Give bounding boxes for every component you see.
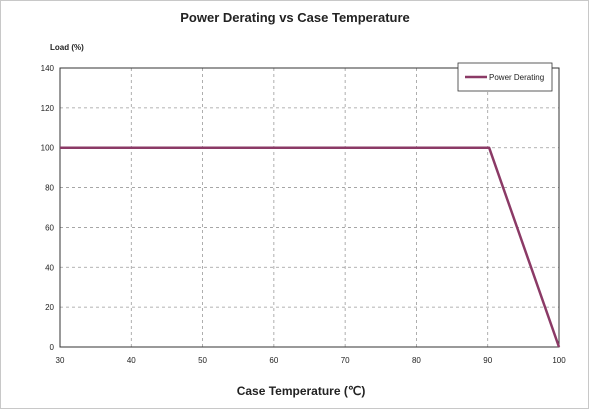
y-tick-80: 80 — [45, 184, 54, 193]
x-tick-80: 80 — [412, 356, 421, 365]
y-axis-label: Load (%) — [50, 43, 84, 52]
y-tick-120: 120 — [41, 104, 55, 113]
chart-title: Power Derating vs Case Temperature — [180, 10, 410, 25]
x-axis-label: Case Temperature (℃) — [237, 384, 366, 398]
grid-lines — [60, 68, 559, 347]
x-tick-90: 90 — [483, 356, 492, 365]
series-line-0 — [60, 148, 559, 347]
legend: Power Derating — [458, 63, 552, 91]
series-lines — [60, 148, 559, 347]
y-tick-20: 20 — [45, 303, 54, 312]
y-tick-100: 100 — [41, 144, 55, 153]
y-tick-0: 0 — [50, 343, 55, 352]
x-tick-70: 70 — [341, 356, 350, 365]
x-tick-100: 100 — [552, 356, 566, 365]
y-tick-140: 140 — [41, 64, 55, 73]
x-tick-40: 40 — [127, 356, 136, 365]
x-tick-50: 50 — [198, 356, 207, 365]
x-tick-60: 60 — [269, 356, 278, 365]
y-tick-60: 60 — [45, 223, 54, 232]
legend-label-power-derating: Power Derating — [489, 73, 544, 82]
plot-area — [60, 68, 559, 347]
x-tick-labels: 30 40 50 60 70 80 90 100 — [56, 356, 567, 365]
x-tick-30: 30 — [56, 356, 65, 365]
y-tick-labels: 0 20 40 60 80 100 120 140 — [41, 64, 55, 352]
y-tick-40: 40 — [45, 263, 54, 272]
